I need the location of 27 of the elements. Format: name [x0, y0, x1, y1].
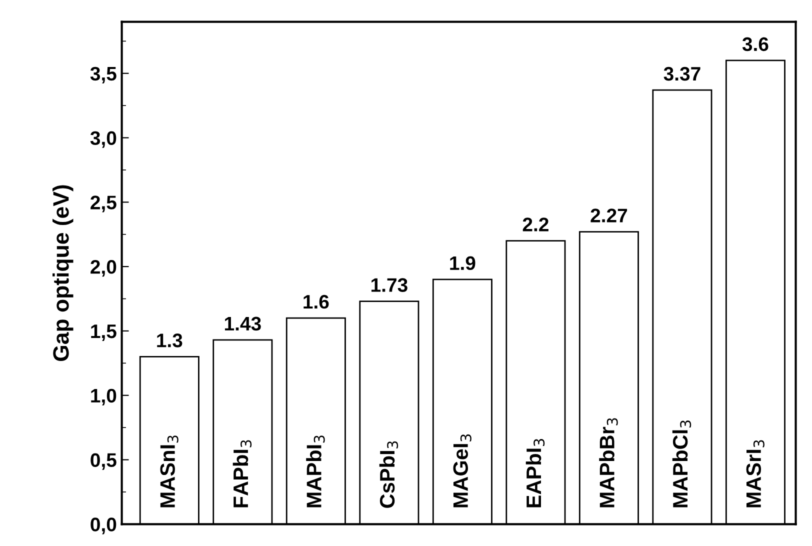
y-tick-label: 0,0 — [90, 518, 116, 534]
y-tick-label: 1,5 — [91, 324, 116, 342]
y-tick-label: 3,5 — [90, 66, 116, 84]
data-label: 1.9 — [450, 256, 476, 270]
data-label: 3.37 — [664, 66, 700, 81]
x-tick-label: FAPbI$_{3}$ — [232, 440, 252, 508]
y-tick-label: 1,0 — [91, 388, 116, 406]
x-tick-label: MAPbI$_{3}$ — [306, 436, 325, 508]
y-tick-label: 2,5 — [90, 196, 116, 212]
y-axis-title: Gap optique (eV) — [52, 185, 74, 361]
data-label: 1.6 — [304, 294, 329, 309]
data-label: 1.3 — [157, 334, 182, 348]
y-tick-label: 0,5 — [90, 453, 116, 470]
x-tick-label: MASnI$_{3}$ — [160, 436, 178, 508]
x-tick-label: MASrI$_{3}$ — [746, 440, 764, 508]
x-tick-label: MAPbBr$_{3}$ — [599, 418, 618, 508]
data-label: 3.6 — [742, 37, 768, 52]
y-tick-label: 2,0 — [90, 260, 116, 277]
x-tick-label: EAPbI$_{3}$ — [526, 439, 545, 508]
data-label: 2.2 — [522, 218, 548, 232]
data-label: 2.27 — [590, 208, 628, 222]
x-tick-label: MAGeI$_{3}$ — [453, 434, 472, 508]
x-tick-label: CsPbI$_{3}$ — [379, 441, 398, 508]
data-label: 1.73 — [371, 278, 408, 292]
y-tick-label: 3,0 — [90, 131, 116, 148]
data-label: 1.43 — [224, 316, 261, 331]
x-tick-label: MAPbCl$_{3}$ — [672, 420, 692, 508]
